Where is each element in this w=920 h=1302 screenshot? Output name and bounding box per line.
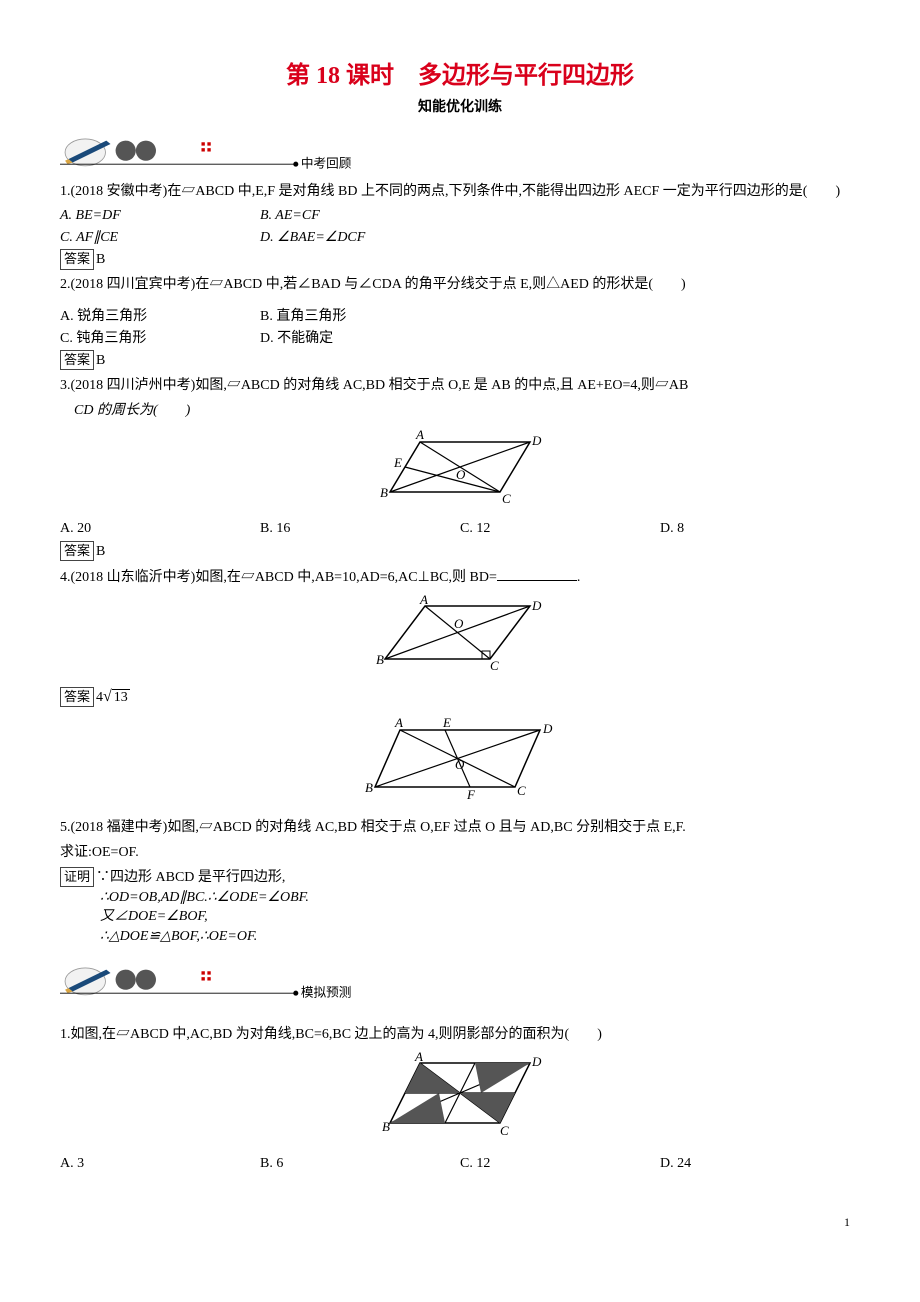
answer-label: 答案 xyxy=(60,350,94,370)
m1-options: A. 3 B. 6 C. 12 D. 24 xyxy=(60,1154,860,1174)
svg-text:F: F xyxy=(466,787,476,802)
q1-options-row2: C. AF∥CE D. ∠BAE=∠DCF xyxy=(60,228,860,248)
q1-ans-value: B xyxy=(96,252,105,267)
answer-label: 答案 xyxy=(60,687,94,707)
question-1: 1.(2018 安徽中考)在▱ABCD 中,E,F 是对角线 BD 上不同的两点… xyxy=(60,181,860,202)
q4-answer: 答案4√13 xyxy=(60,686,860,708)
q1-opt-a: A. BE=DF xyxy=(60,206,260,226)
q2-opt-d: D. 不能确定 xyxy=(260,329,460,349)
question-4: 4.(2018 山东临沂中考)如图,在▱ABCD 中,AB=10,AD=6,AC… xyxy=(60,566,860,588)
q3-opt-a: A. 20 xyxy=(60,519,260,539)
q5-proof: 证明∵四边形 ABCD 是平行四边形, xyxy=(60,867,860,888)
q2-answer: 答案B xyxy=(60,350,860,371)
q4-figure: A D B C O xyxy=(60,594,860,681)
q2-ans-value: B xyxy=(96,353,105,368)
q3-stem-b-line: CD 的周长为( ) xyxy=(60,400,860,421)
q3-diagram-icon: A D B C E O xyxy=(360,427,560,507)
mock-question-1: 1.如图,在▱ABCD 中,AC,BD 为对角线,BC=6,BC 边上的高为 4… xyxy=(60,1024,860,1045)
question-2: 2.(2018 四川宜宾中考)在▱ABCD 中,若∠BAD 与∠CDA 的角平分… xyxy=(60,274,860,295)
answer-label: 答案 xyxy=(60,541,94,561)
question-5: 5.(2018 福建中考)如图,▱ABCD 的对角线 AC,BD 相交于点 O,… xyxy=(60,817,860,838)
page-title: 第 18 课时 多边形与平行四边形 xyxy=(60,60,860,94)
svg-text:O: O xyxy=(455,757,465,772)
q5-p1: ∵四边形 ABCD 是平行四边形, xyxy=(96,870,285,885)
svg-text:中考回顾: 中考回顾 xyxy=(301,157,352,171)
q2-opt-a: A. 锐角三角形 xyxy=(60,307,260,327)
m1-opt-d: D. 24 xyxy=(660,1154,860,1174)
m1-figure: A D B C xyxy=(60,1051,860,1148)
svg-text:A: A xyxy=(414,1051,423,1064)
svg-text:B: B xyxy=(380,485,388,500)
q1-stem: 1.(2018 安徽中考)在▱ABCD 中,E,F 是对角线 BD 上不同的两点… xyxy=(60,184,840,199)
q4-stem-b: . xyxy=(577,570,581,585)
section-header-mock: 模拟预测 xyxy=(60,956,860,1000)
page-number: 1 xyxy=(60,1214,860,1231)
q3-opt-c: C. 12 xyxy=(460,519,660,539)
svg-text:模拟预测: 模拟预测 xyxy=(301,986,352,1000)
svg-text:A: A xyxy=(415,427,424,442)
q5-diagram-icon: A E D B F C O xyxy=(355,715,565,805)
q1-opt-d: D. ∠BAE=∠DCF xyxy=(260,228,460,248)
q1-answer: 答案B xyxy=(60,249,860,270)
svg-text:A: A xyxy=(419,594,428,607)
q3-options: A. 20 B. 16 C. 12 D. 8 xyxy=(60,519,860,539)
blank-underline xyxy=(497,566,577,581)
q5-p3: 又∠DOE=∠BOF, xyxy=(100,907,860,927)
q3-ans-value: B xyxy=(96,544,105,559)
svg-text:O: O xyxy=(454,616,464,631)
q3-stem-a: 3.(2018 四川泸州中考)如图,▱ABCD 的对角线 AC,BD 相交于点 … xyxy=(60,378,688,393)
q5-p4: ∴△DOE≌△BOF,∴OE=OF. xyxy=(100,927,860,947)
q2-options-row1: A. 锐角三角形 B. 直角三角形 xyxy=(60,307,860,327)
q2-options-row2: C. 钝角三角形 D. 不能确定 xyxy=(60,329,860,349)
q5-stem2: 求证:OE=OF. xyxy=(60,845,139,860)
svg-text:D: D xyxy=(531,1054,542,1069)
m1-opt-c: C. 12 xyxy=(460,1154,660,1174)
q3-opt-d: D. 8 xyxy=(660,519,860,539)
svg-text:O: O xyxy=(456,467,466,482)
q3-opt-b: B. 16 xyxy=(260,519,460,539)
m1-opt-a: A. 3 xyxy=(60,1154,260,1174)
m1-opt-b: B. 6 xyxy=(260,1154,460,1174)
q3-figure: A D B C E O xyxy=(60,427,860,514)
svg-text:C: C xyxy=(502,491,511,506)
svg-text:C: C xyxy=(490,658,499,673)
q5-stem: 5.(2018 福建中考)如图,▱ABCD 的对角线 AC,BD 相交于点 O,… xyxy=(60,820,686,835)
q5-p2: ∴OD=OB,AD∥BC.∴∠ODE=∠OBF. xyxy=(100,888,860,908)
svg-text:D: D xyxy=(531,433,542,448)
proof-label: 证明 xyxy=(60,867,94,887)
svg-text:E: E xyxy=(393,455,402,470)
page-subtitle: 知能优化训练 xyxy=(60,98,860,118)
q5-stem2-line: 求证:OE=OF. xyxy=(60,842,860,863)
q5-figure: A E D B F C O xyxy=(60,715,860,812)
q4-ans-prefix: 4 xyxy=(96,690,103,705)
svg-text:C: C xyxy=(517,783,526,798)
svg-text:B: B xyxy=(365,780,373,795)
svg-text:D: D xyxy=(542,721,553,736)
q1-opt-c: C. AF∥CE xyxy=(60,228,260,248)
q4-stem-a: 4.(2018 山东临沂中考)如图,在▱ABCD 中,AB=10,AD=6,AC… xyxy=(60,570,497,585)
answer-label: 答案 xyxy=(60,249,94,269)
q1-opt-b: B. AE=CF xyxy=(260,206,460,226)
m1-diagram-icon: A D B C xyxy=(370,1051,550,1141)
section-header-review: 中考回顾 xyxy=(60,127,860,171)
q2-opt-c: C. 钝角三角形 xyxy=(60,329,260,349)
q4-diagram-icon: A D B C O xyxy=(370,594,550,674)
question-3: 3.(2018 四川泸州中考)如图,▱ABCD 的对角线 AC,BD 相交于点 … xyxy=(60,375,860,396)
svg-text:A: A xyxy=(394,715,403,730)
svg-text:E: E xyxy=(442,715,451,730)
svg-text:C: C xyxy=(500,1123,509,1138)
svg-text:B: B xyxy=(382,1119,390,1134)
q2-stem: 2.(2018 四川宜宾中考)在▱ABCD 中,若∠BAD 与∠CDA 的角平分… xyxy=(60,277,686,292)
section-graphic-icon: 模拟预测 xyxy=(60,956,380,1000)
q1-options-row1: A. BE=DF B. AE=CF xyxy=(60,206,860,226)
m1-stem: 1.如图,在▱ABCD 中,AC,BD 为对角线,BC=6,BC 边上的高为 4… xyxy=(60,1027,602,1042)
q3-answer: 答案B xyxy=(60,541,860,562)
svg-text:D: D xyxy=(531,598,542,613)
section-graphic-icon: 中考回顾 xyxy=(60,127,380,171)
q3-stem-b: CD 的周长为( ) xyxy=(74,403,190,418)
q4-ans-rad: 13 xyxy=(112,689,130,705)
svg-text:B: B xyxy=(376,652,384,667)
q2-opt-b: B. 直角三角形 xyxy=(260,307,460,327)
